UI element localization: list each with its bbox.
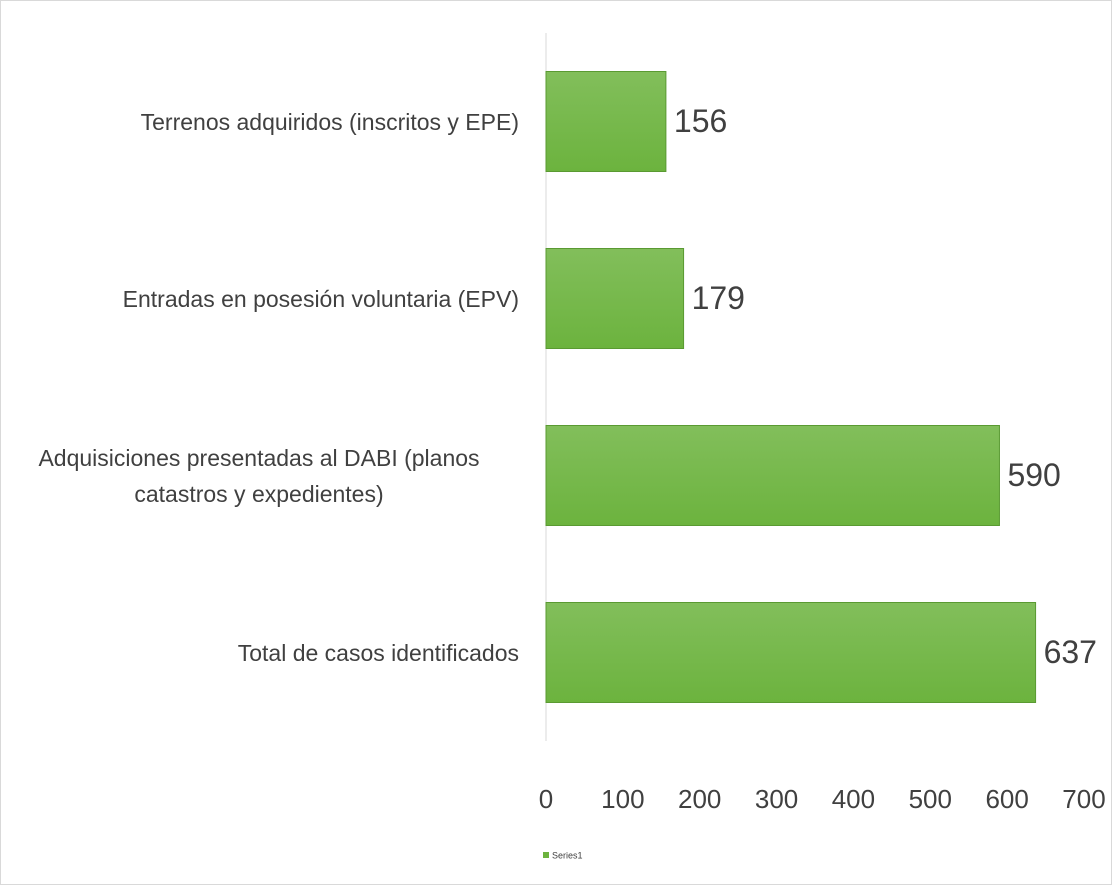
y-tick-label: Entradas en posesión voluntaria (EPV) bbox=[122, 285, 519, 312]
value-label: 637 bbox=[1044, 634, 1097, 670]
legend-label: Series1 bbox=[552, 850, 583, 860]
x-tick-label: 400 bbox=[832, 784, 875, 814]
x-tick-label: 0 bbox=[539, 784, 553, 814]
category-label-box: Entradas en posesión voluntaria (EPV) bbox=[0, 281, 519, 317]
category-label-box: Total de casos identificados bbox=[0, 635, 519, 671]
bar bbox=[545, 71, 667, 172]
category-label-box: Adquisiciones presentadas al DABI (plano… bbox=[0, 440, 519, 512]
x-tick-label: 200 bbox=[678, 784, 721, 814]
bar bbox=[545, 248, 685, 349]
x-tick-label: 100 bbox=[601, 784, 644, 814]
x-tick-label: 700 bbox=[1062, 784, 1105, 814]
y-tick-label: Adquisiciones presentadas al DABI (plano… bbox=[38, 444, 480, 507]
category-label-box: Terrenos adquiridos (inscritos y EPE) bbox=[0, 104, 519, 140]
value-label: 156 bbox=[674, 103, 727, 139]
x-tick-label: 600 bbox=[985, 784, 1028, 814]
bar bbox=[545, 425, 1000, 526]
y-tick-label: Terrenos adquiridos (inscritos y EPE) bbox=[140, 108, 519, 135]
legend-swatch bbox=[543, 852, 549, 858]
value-label: 179 bbox=[692, 280, 745, 316]
bar bbox=[545, 602, 1037, 703]
y-tick-label: Total de casos identificados bbox=[237, 639, 519, 666]
x-tick-label: 300 bbox=[755, 784, 798, 814]
x-tick-label: 500 bbox=[909, 784, 952, 814]
value-label: 590 bbox=[1007, 457, 1060, 493]
